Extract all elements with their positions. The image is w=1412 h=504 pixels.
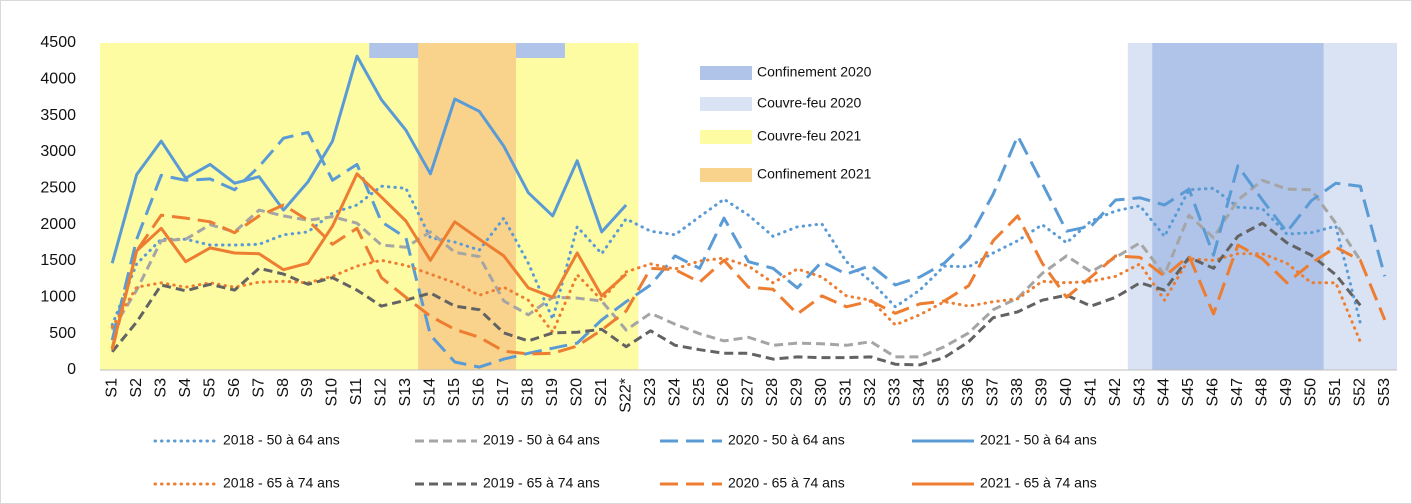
x-tick-label: S21 (593, 378, 610, 407)
x-tick-label: S20 (568, 378, 585, 407)
x-tick-label: S5 (201, 378, 218, 398)
legend-swatch (700, 66, 752, 80)
x-tick-label: S33 (887, 378, 904, 407)
x-tick-label: S38 (1009, 378, 1026, 407)
legend-label: Couvre-feu 2021 (757, 128, 862, 144)
x-tick-label: S31 (838, 378, 855, 407)
x-tick-label: S41 (1082, 378, 1099, 407)
legend-label: 2021 - 65 à 74 ans (980, 475, 1097, 491)
x-tick-label: S8 (275, 378, 292, 398)
legend-label: 2019 - 65 à 74 ans (483, 475, 600, 491)
y-tick-label: 1000 (40, 289, 76, 306)
x-tick-label: S51 (1327, 378, 1344, 407)
legend-label: 2018 - 50 à 64 ans (223, 432, 340, 448)
x-tick-label: S25 (691, 378, 708, 407)
x-tick-label: S11 (348, 378, 365, 405)
legend-label: 2020 - 65 à 74 ans (728, 475, 845, 491)
y-tick-label: 2500 (40, 180, 76, 197)
labels-layer: 0 500 1000 1500 2000 2500 3000 3500 4000 4500 S1 S2… (40, 34, 1397, 491)
series-line (111, 221, 1362, 367)
y-tick-label: 3500 (40, 107, 76, 124)
y-tick-label: 3000 (40, 143, 76, 160)
series-line (110, 172, 628, 349)
series-line (110, 130, 1387, 369)
x-tick-label: S9 (299, 378, 316, 398)
x-tick-label: S14 (422, 378, 439, 407)
y-tick-label: 1500 (40, 252, 76, 269)
x-tick-label: S17 (495, 378, 512, 407)
x-tick-label: S53 (1376, 378, 1393, 407)
x-tick-label: S16 (471, 378, 488, 407)
x-tick-label: S48 (1254, 378, 1271, 407)
x-tick-label: S24 (666, 378, 683, 407)
x-tick-label: S26 (715, 378, 732, 407)
legend-label: 2019 - 50 à 64 ans (483, 432, 600, 448)
legend-swatch (700, 168, 752, 182)
x-tick-label: S18 (519, 378, 536, 407)
x-tick-label: S47 (1229, 378, 1246, 407)
legend-label: Confinement 2021 (757, 166, 872, 182)
series-layer (110, 54, 1387, 369)
legend-label: 2020 - 50 à 64 ans (728, 432, 845, 448)
x-tick-label: S12 (373, 378, 390, 407)
x-tick-label: S30 (813, 378, 830, 407)
x-tick-label: S36 (960, 378, 977, 407)
x-tick-label: S34 (911, 378, 928, 407)
y-tick-label: 4000 (40, 71, 76, 88)
x-tick-label: S52 (1352, 378, 1369, 407)
x-tick-label: S3 (152, 378, 169, 398)
series-line (110, 178, 1362, 359)
x-tick-label: S6 (226, 378, 243, 398)
x-tick-label: S1 (103, 378, 120, 398)
legend-label: Confinement 2020 (757, 64, 872, 80)
x-tick-label: S15 (446, 378, 463, 407)
x-tick-label: S44 (1156, 378, 1173, 407)
legend-label: 2021 - 50 à 64 ans (980, 432, 1097, 448)
x-tick-label: S7 (250, 378, 267, 398)
x-tick-label: S49 (1278, 378, 1295, 407)
x-tick-label: S22* (617, 378, 634, 413)
x-tick-label: S39 (1033, 378, 1050, 407)
x-tick-label: S35 (935, 378, 952, 407)
x-tick-label: S13 (397, 378, 414, 407)
x-tick-label: S27 (740, 378, 757, 407)
x-tick-label: S2 (128, 378, 145, 398)
period-band (418, 43, 517, 370)
x-tick-label: S32 (862, 378, 879, 407)
series-line (110, 184, 1362, 327)
x-tick-label: S10 (324, 378, 341, 407)
period-band (100, 43, 639, 370)
y-tick-label: 2000 (40, 216, 76, 233)
x-tick-label: S37 (984, 378, 1001, 407)
x-tick-label: S45 (1180, 378, 1197, 407)
y-tick-label: 500 (49, 325, 76, 342)
y-tick-label: 0 (67, 361, 76, 378)
legend-swatch (700, 97, 752, 111)
x-tick-label: S29 (789, 378, 806, 407)
x-tick-label: S43 (1131, 378, 1148, 407)
x-tick-label: S28 (764, 378, 781, 407)
legend-swatch (700, 130, 752, 144)
x-tick-label: S40 (1058, 378, 1075, 407)
x-tick-label: S46 (1205, 378, 1222, 407)
legend-label: 2018 - 65 à 74 ans (223, 475, 340, 491)
x-tick-label: S4 (177, 378, 194, 398)
x-tick-label: S42 (1107, 378, 1124, 407)
x-tick-label: S19 (544, 378, 561, 407)
series-line (110, 54, 628, 264)
y-tick-label: 4500 (40, 34, 76, 51)
x-tick-label: S50 (1303, 378, 1320, 407)
legend-label: Couvre-feu 2020 (757, 95, 862, 111)
x-tick-label: S23 (642, 378, 659, 407)
